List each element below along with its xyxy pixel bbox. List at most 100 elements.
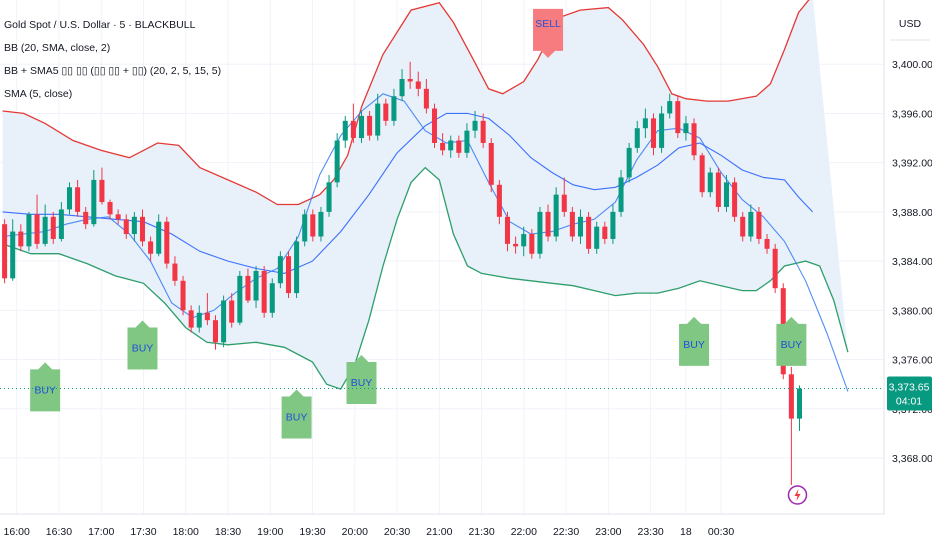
candle-body xyxy=(772,248,778,289)
candle xyxy=(659,106,665,153)
price-tick-label: 3,380.00 xyxy=(892,305,932,317)
candle xyxy=(221,295,227,348)
candle xyxy=(115,209,121,225)
currency-label[interactable]: USD xyxy=(899,18,922,30)
candle xyxy=(188,305,194,333)
candle xyxy=(618,170,624,217)
candle xyxy=(42,204,48,247)
candle-body xyxy=(164,221,170,264)
candle xyxy=(650,113,657,156)
candle-body xyxy=(707,172,713,193)
candle-body xyxy=(456,140,462,153)
sma-indicator-label[interactable]: SMA (5, close) xyxy=(4,88,73,100)
time-axis-bg xyxy=(0,514,884,550)
candle xyxy=(464,123,470,158)
price-axis-bg xyxy=(884,0,932,550)
candle-body xyxy=(577,216,584,237)
candle-body xyxy=(285,256,292,294)
candle xyxy=(764,234,770,254)
candle-body xyxy=(748,211,754,237)
candle-body xyxy=(715,172,721,207)
symbol-title[interactable]: Gold Spot / U.S. Dollar · 5 · BLACKBULL xyxy=(4,19,196,31)
bb-indicator-label[interactable]: BB (20, SMA, close, 2) xyxy=(4,42,111,54)
candle-body xyxy=(740,216,746,237)
candle xyxy=(50,211,56,244)
candle xyxy=(691,118,697,161)
candle xyxy=(204,293,210,326)
candle xyxy=(480,113,486,148)
candle xyxy=(148,236,154,262)
bb-lower-line xyxy=(2,166,849,390)
candle-body xyxy=(204,312,210,321)
candle xyxy=(715,167,721,212)
candle-body xyxy=(407,78,413,82)
candle-body xyxy=(221,300,227,343)
candle xyxy=(277,251,283,289)
candle-body xyxy=(513,243,519,247)
candle xyxy=(310,209,316,242)
candle xyxy=(569,206,575,242)
buy-signal-label: BUY xyxy=(281,389,312,439)
candle-body xyxy=(732,182,738,217)
candle xyxy=(196,305,202,333)
time-tick-label: 18:30 xyxy=(215,526,241,538)
candle-body xyxy=(180,280,186,311)
candle-body xyxy=(496,184,502,217)
candle xyxy=(367,110,373,141)
candle-body xyxy=(472,120,478,131)
candle-body xyxy=(139,216,146,242)
candle-body xyxy=(294,241,300,294)
strategy-indicator-label[interactable]: BB + SMA5 ▯▯ ▯▯ (▯▯ ▯▯ + ▯▯) (20, 2, 5, … xyxy=(4,65,222,77)
candle xyxy=(586,211,592,254)
signal-bubble xyxy=(127,320,158,370)
candle xyxy=(723,174,730,212)
signal-bubble xyxy=(533,8,564,58)
candle xyxy=(788,366,794,486)
candle xyxy=(667,93,673,119)
candle-body xyxy=(553,194,559,237)
candle-body xyxy=(675,101,681,134)
candle xyxy=(594,221,600,254)
candle-body xyxy=(642,118,648,129)
candle-body xyxy=(50,216,56,239)
candle xyxy=(383,98,389,126)
candle-body xyxy=(569,211,575,237)
candle xyxy=(107,199,113,220)
candle xyxy=(748,204,754,242)
candle xyxy=(34,194,40,249)
candle xyxy=(123,214,129,239)
candle-body xyxy=(626,147,632,178)
candle-body xyxy=(334,140,340,183)
candle-body xyxy=(594,226,600,249)
candle xyxy=(91,170,97,227)
candle-body xyxy=(83,211,89,225)
candle xyxy=(253,266,259,308)
candle xyxy=(626,142,632,183)
candle-body xyxy=(26,214,32,247)
time-tick-label: 16:30 xyxy=(46,526,72,538)
candle-body xyxy=(302,214,308,242)
last-price-badge-bg xyxy=(887,376,932,411)
candle-body xyxy=(610,211,616,239)
signal-bubble xyxy=(281,389,312,439)
candle-body xyxy=(586,216,592,249)
candle-body xyxy=(367,115,373,136)
price-tick-label: 3,384.00 xyxy=(892,256,932,268)
candle xyxy=(456,135,462,158)
candle xyxy=(318,206,324,242)
candle xyxy=(342,115,348,148)
candle-body xyxy=(342,120,348,141)
time-tick-label: 22:30 xyxy=(553,526,579,538)
candle-body xyxy=(107,202,113,215)
candle-body xyxy=(691,123,697,156)
candle-body xyxy=(440,142,446,151)
candle xyxy=(415,71,421,97)
candle xyxy=(237,270,243,326)
time-tick-label: 23:00 xyxy=(595,526,621,538)
time-tick-label: 17:00 xyxy=(88,526,114,538)
bb-band-fill xyxy=(2,0,848,390)
candle xyxy=(699,152,705,198)
candle-body xyxy=(488,142,494,185)
candle xyxy=(740,211,746,242)
